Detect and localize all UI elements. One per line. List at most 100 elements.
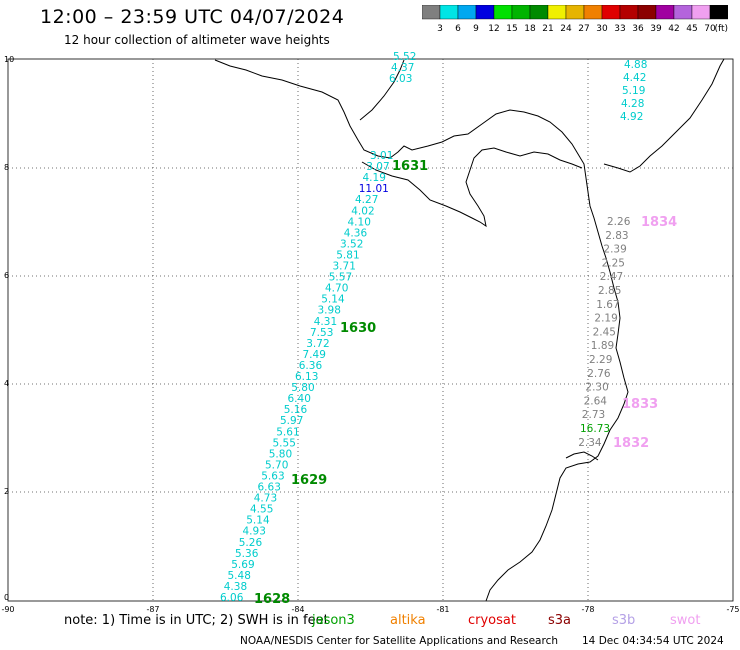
pass-time-label: 1833 [622,397,658,412]
grid-lines [8,59,733,601]
swh-value: 6.36 [299,360,323,372]
swh-value: 4.10 [348,216,371,228]
swh-value: 5.14 [246,515,270,527]
swh-value: 5.48 [228,570,251,582]
legend-tick-label: 45 [686,24,697,34]
legend-tick-label: 70 [704,24,716,34]
swh-value: 5.36 [235,548,259,560]
swh-value: 2.30 [585,382,608,394]
swh-value: 5.61 [276,426,299,438]
swh-value: 4.38 [224,581,247,593]
swh-value: 3.98 [318,305,341,317]
legend-tick-label: 27 [578,24,589,34]
x-axis-tick-label: -81 [436,605,449,614]
legend-tick-label: 30 [596,24,608,34]
swh-value: 2.64 [584,395,608,407]
swh-value: 5.69 [231,559,254,571]
swh-value: 5.55 [273,437,296,449]
legend-tick-label: 42 [668,24,679,34]
x-axis-tick-label: -90 [1,605,14,614]
swh-value: 5.57 [329,272,352,284]
swh-value: 3.72 [306,338,329,350]
legend-tick-label: 6 [455,24,461,34]
swh-value: 5.70 [265,459,288,471]
swh-value: 4.27 [355,194,378,206]
x-axis-tick-label: -78 [581,605,594,614]
swh-value: 2.39 [603,244,626,256]
time-labels: 1628 1629 1630 1631 1834 1833 1832 [254,159,677,607]
coastline [214,58,725,602]
swh-value: 2.19 [594,313,617,325]
swh-value: 2.25 [602,257,625,269]
satellite-label-cryosat: cryosat [468,613,516,628]
swh-value: 2.76 [587,368,611,380]
y-axis-tick-label: 6 [4,271,9,280]
pass-time-label: 1631 [392,159,428,174]
y-axis-tick-label: 4 [4,379,9,388]
swh-value: 4.19 [363,172,386,184]
generated-timestamp: 14 Dec 04:34:54 UTC 2024 [582,635,724,647]
y-axis-tick-label: 2 [4,487,9,496]
satellite-label-altika: altika [390,613,426,628]
swh-value: 4.28 [621,98,644,110]
legend-tick-label: 9 [473,24,479,34]
legend-swatch [709,5,728,20]
legend-tick-label: 24 [560,24,572,34]
legend-unit: (ft) [714,24,728,34]
swh-value: 5.14 [321,294,345,306]
credit-line: NOAA/NESDIS Center for Satellite Applica… [240,635,558,647]
pass-time-label: 1628 [254,592,290,607]
swh-value: 5.16 [284,404,308,416]
pass-time-label: 1630 [340,321,376,336]
swh-value: 2.34 [578,437,602,449]
swh-value: 2.29 [589,354,612,366]
swh-value: 16.73 [580,423,610,435]
swh-value: 4.36 [344,227,368,239]
satellite-label-s3b: s3b [612,613,636,628]
plot-frame [7,58,734,602]
pass-time-label: 1834 [641,215,677,230]
swh-value: 4.93 [243,526,266,538]
swh-value: 4.37 [391,62,414,74]
x-axis-tick-label: -87 [146,605,159,614]
swh-value: 3.52 [340,238,363,250]
swh-value: 5.80 [291,382,314,394]
y-axis-tick-label: 0 [4,593,9,602]
color-scale-legend: 3 6 9 12 15 18 21 24 27 30 33 36 39 42 45 70(ft) [422,5,728,34]
legend-tick-label: 39 [650,24,662,34]
legend-tick-label: 12 [488,24,499,34]
swh-value: 7.49 [303,349,326,361]
swh-value: 3.01 [370,150,393,162]
legend-tick-label: 3 [437,24,443,34]
swh-value: 11.01 [359,183,389,195]
legend-tick-label: 21 [542,24,553,34]
legend-tick-label: 36 [632,24,644,34]
swh-value: 7.53 [310,327,333,339]
map-subtitle: 12 hour collection of altimeter wave hei… [64,33,330,47]
swh-value: 6.40 [288,393,311,405]
swh-value: 5.81 [336,249,359,261]
swh-value: 1.89 [591,340,614,352]
swh-value: 4.55 [250,504,273,516]
swh-value: 6.03 [389,73,412,85]
swh-value: 2.26 [607,216,631,228]
swh-value: 5.97 [280,415,303,427]
swh-value: 2.85 [598,285,621,297]
swh-value: 5.80 [269,448,292,460]
footer-note: note: 1) Time is in UTC; 2) SWH is in fe… [64,613,329,628]
swh-value: 2.45 [593,326,616,338]
satellite-label-jason3: jason3 [312,613,355,628]
y-axis-tick-label: 8 [4,163,9,172]
swh-value: 6.13 [295,371,318,383]
x-axis-tick-label: -75 [726,605,739,614]
swh-value: 2.47 [600,271,623,283]
swh-value: 5.26 [239,537,263,549]
y-axis-tick-label: 10 [4,55,14,64]
swh-value: 3.07 [366,161,389,173]
satellite-label-swot: swot [670,613,701,628]
swh-value: 4.02 [351,205,374,217]
pass-time-label: 1629 [291,473,327,488]
map-title: 12:00 – 23:59 UTC 04/07/2024 [40,6,345,28]
swh-value: 4.31 [314,316,337,328]
